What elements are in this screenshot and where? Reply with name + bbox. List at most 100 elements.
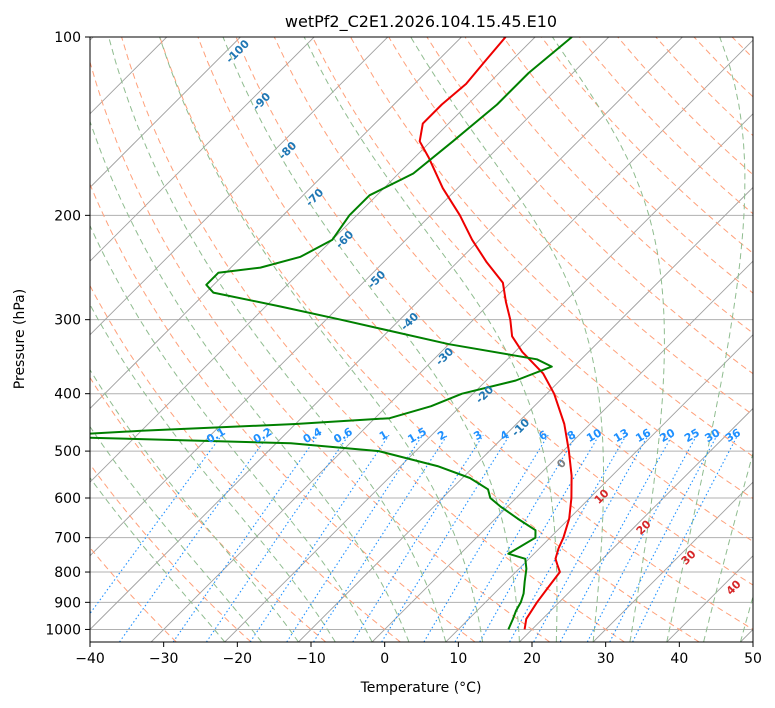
isotherm [90,37,315,262]
mixing-ratio-line [381,434,511,642]
dry-adiabat [90,182,476,642]
dry-adiabat [90,284,401,642]
dry-adiabat [770,37,775,642]
dry-adiabat [90,463,252,642]
moist-adiabat [90,425,262,642]
mixing-ratio-label: 13 [611,426,631,445]
moist-adiabat [703,451,753,642]
dry-adiabat-label: -40 [398,310,421,333]
x-tick-label: 40 [670,651,688,667]
x-axis: −40 −30 −20 −10 0 10 20 30 40 50 [75,642,762,667]
dewpoint-profile [90,37,573,630]
dry-adiabat [197,37,753,630]
dry-adiabat-label: -30 [433,345,456,368]
dry-adiabat [388,37,753,416]
mixing-ratio-line [509,434,627,642]
dry-adiabat [693,37,753,98]
mixing-ratio-line [249,434,390,642]
mixing-ratio-line [119,434,269,642]
dry-adiabat-label: -50 [365,268,388,291]
mixing-ratio-label: 36 [723,426,743,445]
y-axis-title: Pressure (hPa) [12,289,28,389]
y-tick-label: 1000 [45,622,81,638]
dry-adiabat [90,60,551,642]
moist-adiabat [666,37,746,642]
y-tick-label: 800 [54,565,81,581]
isotherm [592,481,753,642]
mixing-ratio-label: 10 [584,426,604,445]
y-tick-label: 400 [54,387,81,403]
dry-adiabat [235,37,753,586]
dry-adiabat [617,37,753,176]
dry-adiabat [541,37,753,254]
dry-adiabat-label: 30 [679,547,699,567]
dry-adiabat [121,37,625,642]
mixing-ratio-line [479,434,600,642]
mixing-ratio-label: 2 [435,428,448,443]
mixing-ratio-line [205,434,350,642]
isotherm [90,37,683,631]
mixing-ratio-line [609,434,718,642]
dry-adiabat [311,37,753,500]
y-tick-label: 700 [54,531,81,547]
y-tick-label: 600 [54,491,81,507]
x-tick-label: −40 [75,651,105,667]
moist-adiabat [739,595,753,642]
dry-adiabat [273,37,753,543]
x-tick-label: −20 [223,651,253,667]
moist-adiabat [108,37,447,642]
moist-adiabat [90,369,299,642]
isotherm [224,113,753,642]
sounding-lines [90,37,573,630]
x-tick-label: −10 [296,651,326,667]
y-axis: 1000 900 800 700 600 500 400 300 200 100 [45,30,90,638]
dry-adiabat-label: -10 [509,416,532,439]
isotherm [445,334,753,642]
mixing-ratio-line [586,434,698,642]
dry-adiabat-label: -60 [333,228,356,251]
isotherm [666,555,753,642]
dry-adiabat-label: -70 [303,186,326,209]
moist-adiabat [90,303,336,642]
mixing-ratio-line [533,434,649,642]
dry-adiabat [90,376,327,642]
mixing-ratio-label: 0.6 [331,425,355,446]
moist-adiabat [159,37,484,642]
mixing-ratio-line [90,434,223,615]
y-tick-label: 900 [54,595,81,611]
isotherm [90,37,536,483]
moist-adiabat [90,119,410,642]
y-tick-label: 200 [54,208,81,224]
background-lines [90,37,775,642]
dry-adiabat-label: -90 [250,90,273,113]
dry-adiabat [655,37,753,137]
mixing-ratio-line [632,434,739,642]
dry-adiabat-label: -100 [223,37,252,66]
mixing-ratio-line [423,434,549,642]
moist-adiabat [90,476,226,642]
y-tick-label: 100 [54,30,81,46]
dry-adiabat-label: 40 [724,577,744,597]
moist-adiabat [90,224,373,642]
temperature-profile [418,37,573,630]
mixing-ratio-label: 1.5 [405,425,428,446]
x-tick-label: 20 [523,651,541,667]
mixing-ratio-line [172,434,319,642]
mixing-ratio-line [313,434,448,642]
y-tick-label: 300 [54,313,81,329]
dry-adiabat [502,37,753,294]
mixing-ratio-label: 3 [471,428,484,443]
mixing-ratio-label: 20 [658,426,678,445]
mixing-ratio-line [454,434,577,642]
mixing-ratio-label: 25 [682,426,702,445]
isotherm [519,407,753,642]
x-tick-label: 50 [744,651,762,667]
mixing-ratio-line [559,434,673,642]
x-tick-label: 30 [597,651,615,667]
moist-adiabat [551,37,665,642]
dry-adiabat-label: -80 [276,139,299,162]
mixing-ratio-line [352,434,484,642]
chart-title: wetPf2_C2E1.2026.104.15.45.E10 [285,12,557,32]
moist-adiabat [303,37,558,642]
